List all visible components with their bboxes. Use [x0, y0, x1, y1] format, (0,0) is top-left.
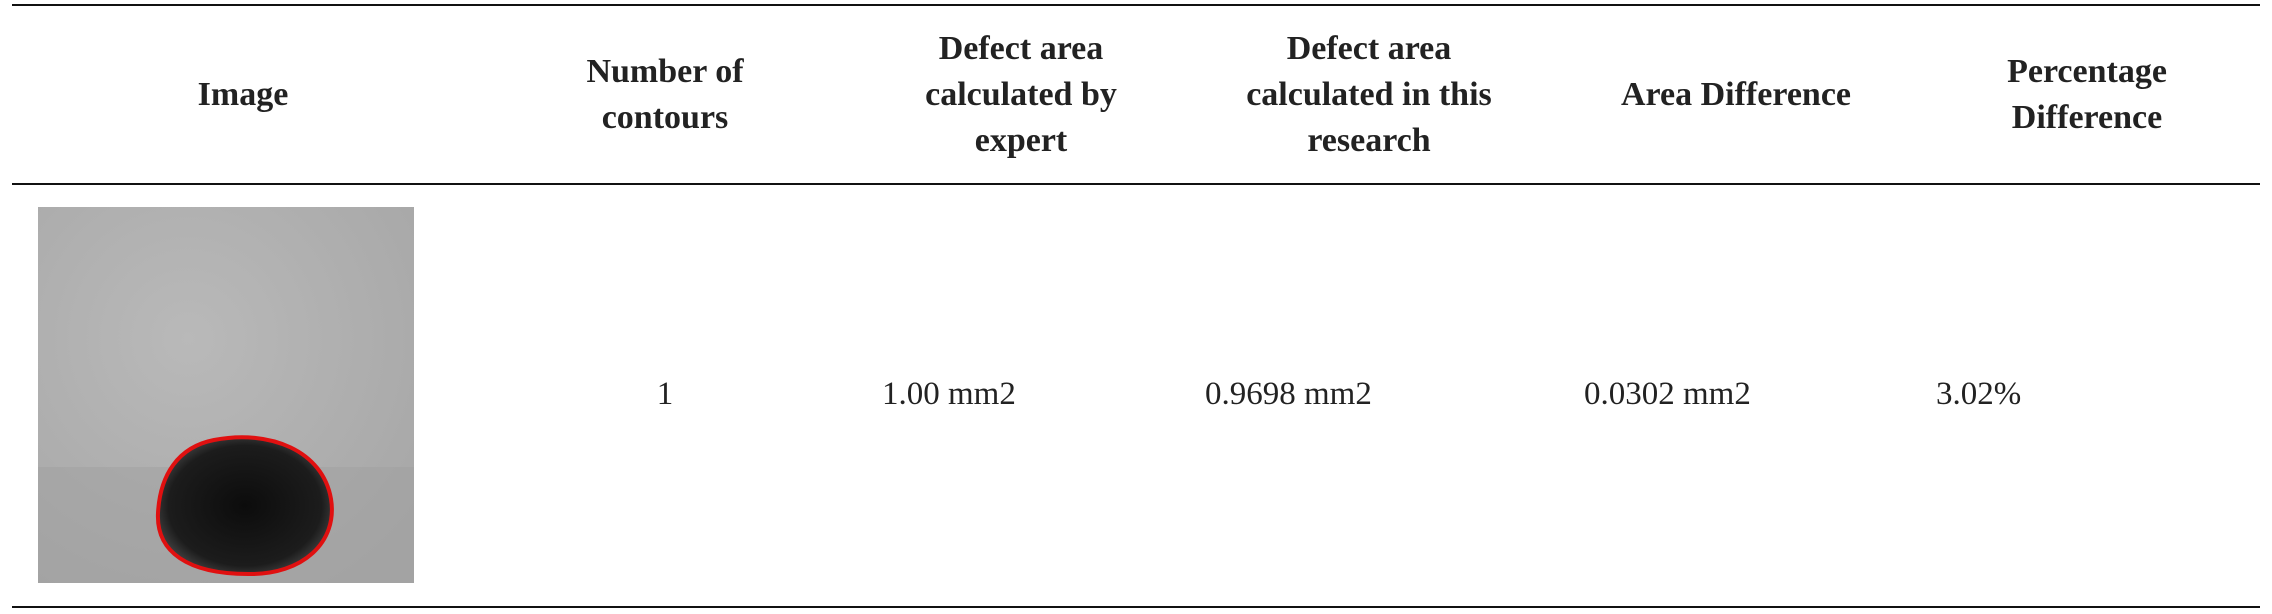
table-cell: 0.0302 mm2 — [1584, 376, 1751, 412]
column-header: Percentage Difference — [1887, 20, 2272, 170]
defect-image — [38, 207, 414, 583]
header-line: contours — [601, 99, 729, 136]
table-cell: 3.02% — [1936, 376, 2022, 412]
table-cell: 0.9698 mm2 — [1205, 376, 1372, 412]
column-header: Number of contours — [465, 20, 865, 170]
table-cell: 1 — [656, 376, 674, 412]
header-line: calculated by — [925, 76, 1117, 113]
header-line: Percentage — [2007, 53, 2167, 90]
bottom-rule — [12, 606, 2260, 608]
top-rule — [12, 4, 2260, 6]
header-line: Number of — [586, 53, 744, 90]
header-rule — [12, 183, 2260, 185]
table-cell: 1.00 mm2 — [882, 376, 1016, 412]
header-line: Area Difference — [1620, 76, 1851, 113]
column-header: Image — [43, 20, 443, 170]
header-line: research — [1307, 122, 1431, 159]
header-line: Image — [197, 76, 289, 113]
header-line: Defect area — [938, 30, 1104, 67]
column-header: Defect area calculated in this research — [1169, 20, 1569, 170]
header-line: Defect area — [1286, 30, 1452, 67]
column-header: Defect area calculated by expert — [821, 20, 1221, 170]
header-line: calculated in this — [1246, 76, 1492, 113]
header-line: Difference — [2011, 99, 2163, 136]
column-header: Area Difference — [1536, 20, 1936, 170]
header-line: expert — [974, 122, 1068, 159]
